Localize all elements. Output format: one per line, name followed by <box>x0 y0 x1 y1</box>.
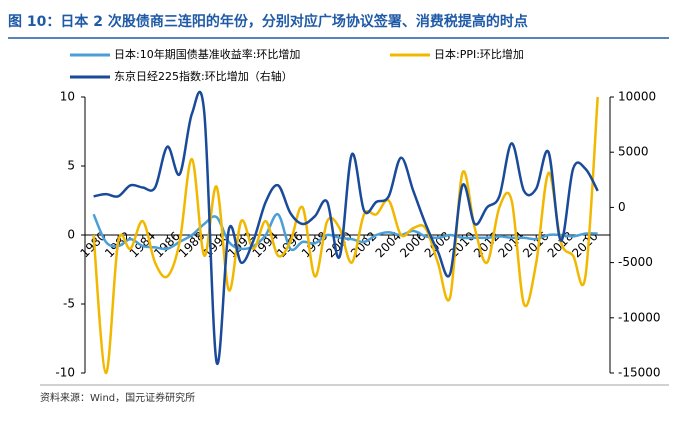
x-tick-label: 2016 <box>520 229 551 260</box>
y-tick-label: -5 <box>63 297 75 311</box>
y2-tick-label: -10000 <box>618 310 661 324</box>
y-tick-label: 10 <box>60 90 75 104</box>
legend-label: 东京日经225指数:环比增加（右轴） <box>114 69 293 83</box>
x-tick-label: 2008 <box>422 229 453 260</box>
y2-tick-label: 0 <box>618 200 626 214</box>
y2-tick-label: 5000 <box>618 145 649 159</box>
legend-label: 日本:PPI:环比增加 <box>434 47 524 61</box>
legend-label: 日本:10年期国债基准收益率:环比增加 <box>114 47 300 61</box>
source: 资料来源：Wind，国元证券研究所 <box>40 391 195 404</box>
x-tick-label: 1998 <box>299 229 330 260</box>
y-tick-label: -10 <box>55 366 75 380</box>
chart-title: 图 10：日本 2 次股债商三连阳的年份，分别对应广场协议签署、消费税提高的时点 <box>8 13 528 30</box>
y-tick-label: 5 <box>67 159 75 173</box>
series-line <box>93 90 599 366</box>
y2-tick-label: 10000 <box>618 90 656 104</box>
x-tick-label: 2010 <box>446 229 477 260</box>
y2-tick-label: -5000 <box>618 255 653 269</box>
x-tick-label: 2002 <box>348 229 379 260</box>
y2-tick-label: -15000 <box>618 366 661 380</box>
x-tick-label: 2014 <box>496 229 527 260</box>
series-line <box>92 96 599 375</box>
y-tick-label: 0 <box>67 228 75 242</box>
